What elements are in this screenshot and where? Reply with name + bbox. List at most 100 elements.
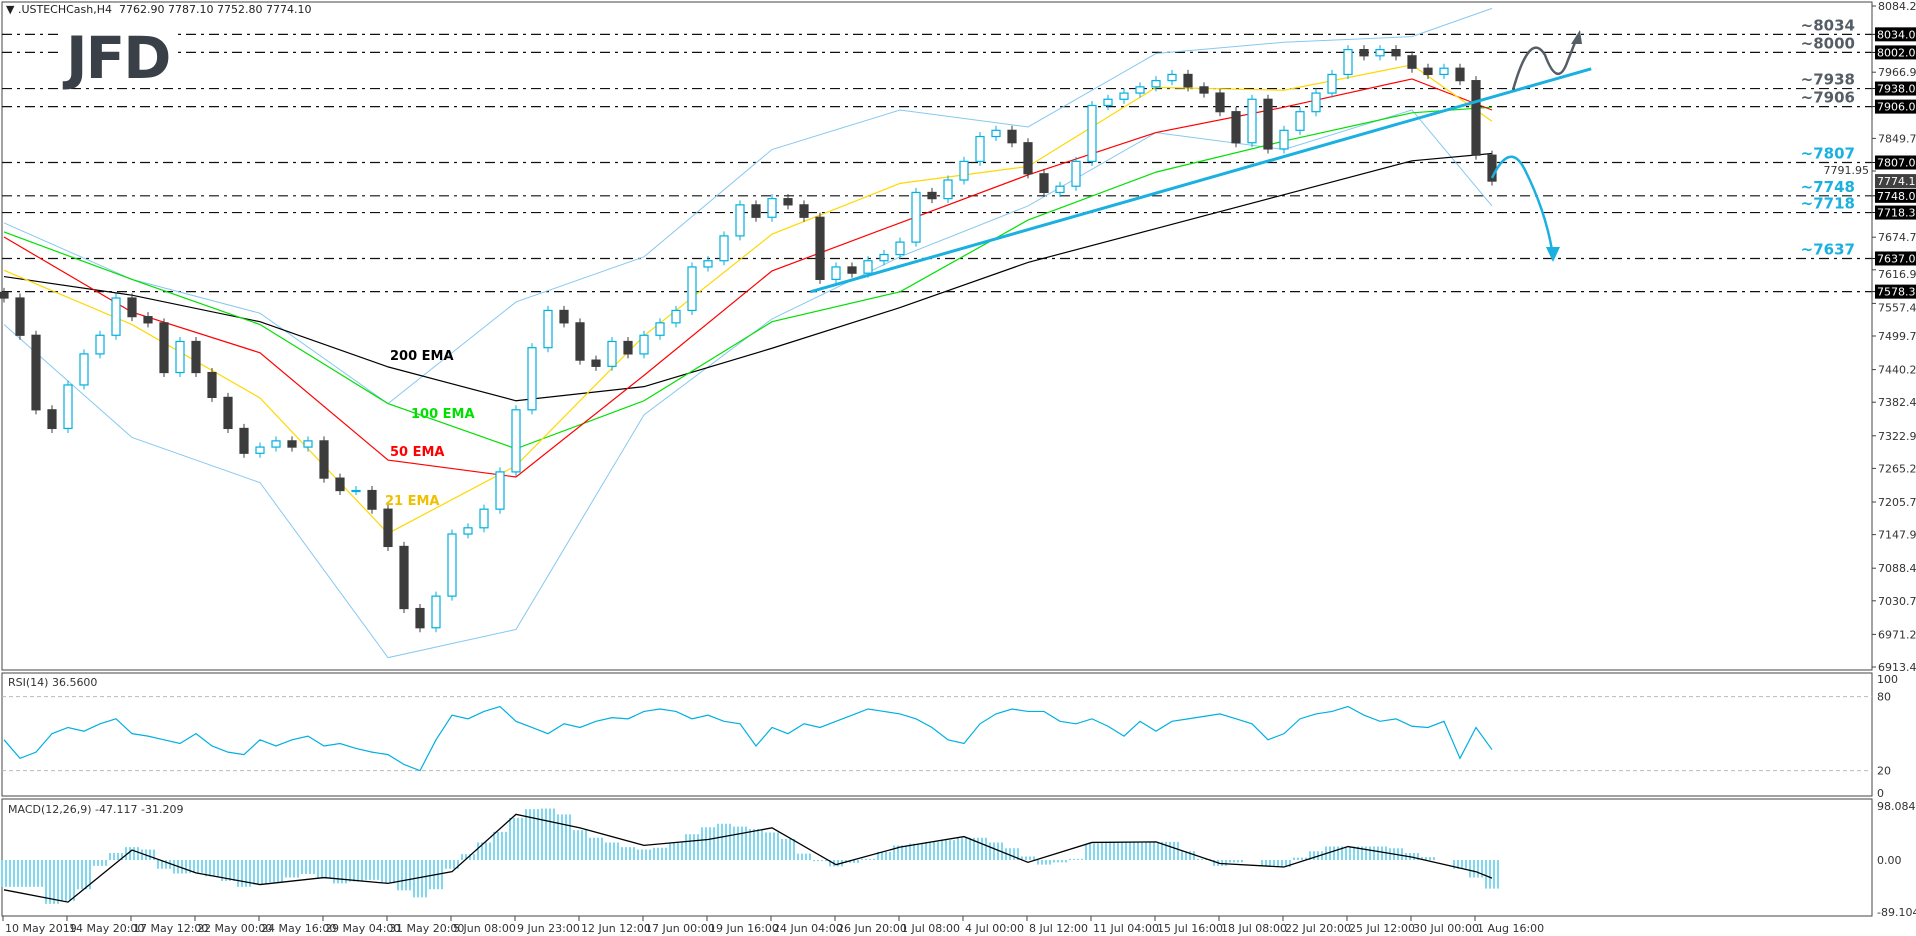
time-tick-label: 30 Jul 00:00 (1413, 922, 1479, 935)
price-axis[interactable]: 8034.00 8002.00 7938.00 7906.00 7807.00 7748.… (1824, 0, 1916, 674)
time-tick-label: 18 Jul 08:00 (1221, 922, 1287, 935)
bullish-candle (1055, 185, 1065, 194)
ema-21-label: 21 EMA (385, 494, 440, 509)
ohlc-values: 7762.90 7787.10 7752.80 7774.10 (119, 3, 312, 16)
level-badge (1875, 81, 1916, 96)
bullish-candle (1119, 92, 1129, 100)
level-badge (1875, 155, 1916, 170)
price-tick-label: 7088.45 (1878, 562, 1916, 575)
macd-panel-border (1, 798, 1873, 917)
level-badge (1875, 188, 1916, 203)
bearish-candle (1263, 98, 1273, 150)
time-tick-label: 9 Jun 23:00 (517, 922, 580, 935)
bearish-candle (1215, 92, 1225, 113)
macd-tick-label: -89.104 (1877, 906, 1916, 919)
level-badge-text: 7807.00 (1877, 157, 1916, 170)
price-tick-label: 7440.20 (1878, 364, 1916, 377)
time-tick-label: 14 May 20:00 (69, 922, 144, 935)
bullish-candle (639, 334, 649, 355)
current-price-text: 7774.10 (1877, 175, 1916, 188)
price-tick-label: 7966.95 (1878, 66, 1916, 79)
bearish-candle (0, 291, 9, 299)
bearish-candle (623, 340, 633, 355)
bearish-candle (15, 297, 25, 336)
bullish-candle (767, 198, 777, 218)
bearish-candle (927, 191, 937, 200)
bearish-candle (575, 322, 585, 361)
bearish-candle (1007, 129, 1017, 144)
collapse-arrow-icon[interactable]: ▼ (6, 3, 15, 16)
bullish-candle (271, 440, 281, 448)
time-tick-label: 25 Jul 12:00 (1349, 922, 1415, 935)
price-tick-label: 6971.20 (1878, 628, 1916, 641)
level-label: ~7938 (1801, 71, 1855, 89)
bearish-arrow-head-icon (1546, 247, 1560, 262)
time-tick-label: 24 May 16:00 (261, 922, 336, 935)
macd-tick-label: 0.00 (1877, 854, 1902, 867)
price-tick-label: 7791.95 (1824, 164, 1870, 177)
bullish-candle (1247, 98, 1257, 144)
bullish-candle (991, 129, 1001, 138)
macd-signal-line (3, 813, 1493, 903)
ema-21-line (3, 64, 1493, 535)
bullish-candle (431, 595, 441, 629)
bearish-candle (1039, 173, 1049, 194)
bullish-candle (1167, 73, 1177, 82)
bullish-candle (959, 160, 969, 181)
time-tick-label: 29 May 04:00 (325, 922, 400, 935)
price-tick-label: 7265.20 (1878, 462, 1916, 475)
price-tick-label: 7322.95 (1878, 430, 1916, 443)
bullish-candle (607, 340, 617, 367)
bullish-candle (943, 179, 953, 200)
price-tick-label: 7674.70 (1878, 231, 1916, 244)
bullish-candle (351, 489, 361, 493)
rsi-tick-label: 0 (1877, 787, 1884, 800)
level-badge-text: 8002.00 (1877, 46, 1916, 59)
panel-frames (1, 1, 1873, 917)
bullish-candle (1343, 48, 1353, 76)
time-tick-label: 15 Jul 16:00 (1157, 922, 1223, 935)
ema-200-line (3, 152, 1493, 402)
bullish-candle (463, 527, 473, 535)
chart-annotations: ~8034~8000 ~7938~7906 ~7807 ~7748~7718 ~7637… (385, 16, 1855, 509)
price-tick-label: 7147.95 (1878, 529, 1916, 542)
level-label: ~8000 (1801, 34, 1855, 52)
bullish-candle (447, 533, 457, 597)
level-label: ~7718 (1801, 195, 1855, 213)
rsi-tick-label: 80 (1877, 691, 1891, 704)
time-tick-label: 4 Jul 00:00 (965, 922, 1024, 935)
chart-header: ▼ .USTECHCash,H4 7762.90 7787.10 7752.80… (6, 3, 311, 16)
bearish-candle (1423, 67, 1433, 76)
level-badge-text: 7906.00 (1877, 101, 1916, 114)
time-tick-label: 31 May 20:00 (389, 922, 464, 935)
level-badge (1875, 251, 1916, 266)
bearish-candle (383, 508, 393, 548)
bullish-candle (95, 334, 105, 355)
price-tick-label: 7557.45 (1878, 301, 1916, 314)
price-tick-label: 7616.95 (1878, 268, 1916, 281)
bullish-candle (175, 340, 185, 374)
bearish-candle (399, 545, 409, 610)
bearish-candle (1391, 48, 1401, 57)
price-tick-label: 7849.70 (1878, 132, 1916, 145)
bullish-candle (895, 241, 905, 256)
bearish-candle (159, 322, 169, 374)
time-tick-label: 24 Jun 04:00 (773, 922, 843, 935)
rsi-title: RSI(14) 36.5600 (8, 676, 97, 689)
level-badge-text: 8034.00 (1877, 28, 1916, 41)
bearish-candle (847, 266, 857, 274)
price-tick-label: 8084.20 (1878, 0, 1916, 13)
ema-50-line (3, 78, 1493, 478)
ema-50-label: 50 EMA (390, 445, 445, 460)
bearish-candle (1183, 73, 1193, 88)
price-tick-label: 7499.70 (1878, 330, 1916, 343)
time-tick-label: 8 Jul 12:00 (1029, 922, 1088, 935)
level-badge-text: 7938.00 (1877, 83, 1916, 96)
rsi-panel: RSI(14) 36.5600 100 80 20 0 (2, 673, 1898, 800)
bearish-candle (191, 340, 201, 374)
bullish-candle (527, 347, 537, 411)
time-tick-label: 22 May 00:00 (197, 922, 272, 935)
level-badge-text: 7718.36 (1877, 207, 1916, 220)
